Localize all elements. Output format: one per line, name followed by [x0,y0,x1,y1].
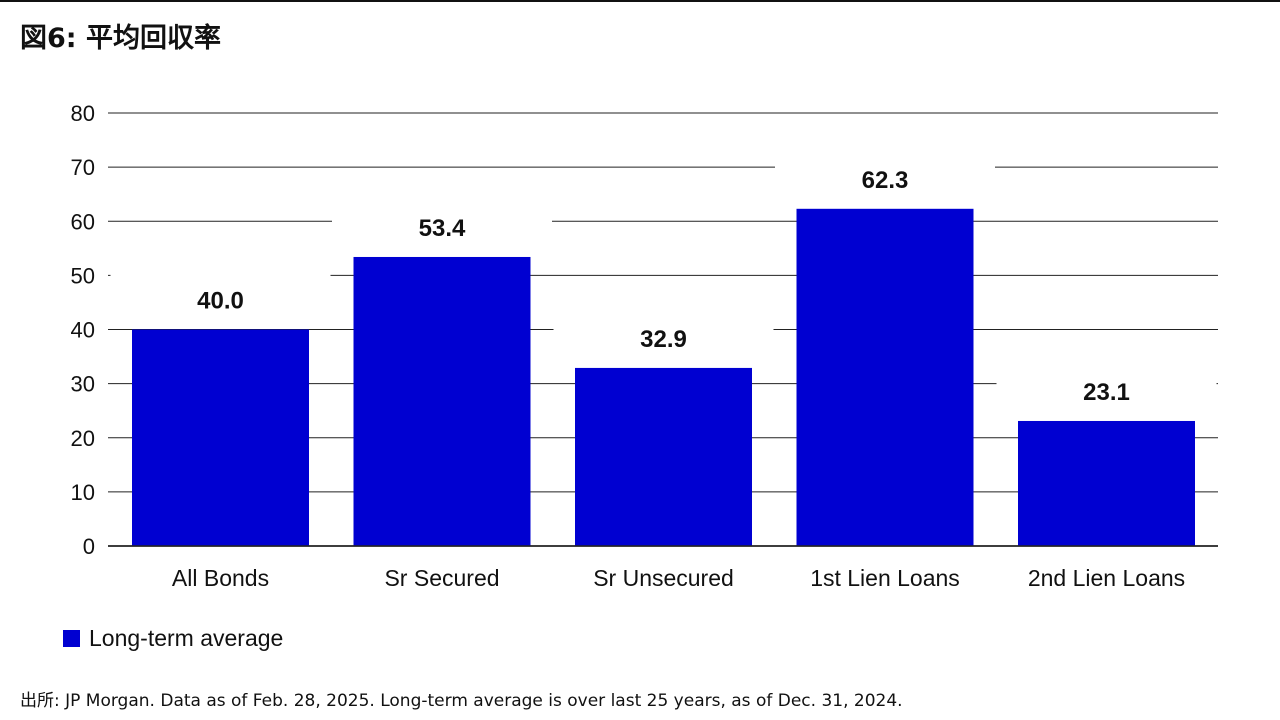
y-tick-label: 30 [71,372,95,397]
top-rule [0,0,1280,2]
y-tick-label: 80 [71,101,95,126]
bar [353,256,531,546]
x-tick-label: All Bonds [172,565,269,591]
label-backdrop [332,200,552,253]
bar [575,367,752,546]
bar [132,329,309,546]
chart-title: 図6: 平均回収率 [20,23,221,54]
label-backdrop [110,273,331,326]
data-label: 40.0 [197,288,244,315]
label-backdrop [553,311,774,364]
x-tick-label: 2nd Lien Loans [1028,565,1185,591]
y-tick-label: 40 [71,318,95,343]
label-backdrop [996,364,1217,417]
legend-swatch [63,629,80,647]
y-tick-label: 60 [71,209,95,234]
bar-chart: 0 10 20 30 40 50 60 70 80 40.0 All Bonds 53.4 Sr Sec… [71,101,1218,591]
label-backdrop [775,152,995,205]
data-label: 23.1 [1083,379,1130,406]
data-label: 53.4 [419,215,466,242]
x-tick-label: Sr Unsecured [593,565,734,591]
x-tick-label: 1st Lien Loans [810,565,960,591]
y-tick-label: 20 [71,426,95,451]
legend: Long-term average [63,624,283,652]
x-tick-label: Sr Secured [384,565,499,591]
y-tick-label: 70 [71,155,95,180]
legend-label: Long-term average [89,624,284,651]
source-note: 出所: JP Morgan. Data as of Feb. 28, 2025.… [20,691,903,711]
bar [1018,420,1195,546]
y-tick-label: 10 [71,480,95,505]
data-label: 62.3 [862,167,909,194]
y-tick-label: 0 [83,534,95,559]
data-label: 32.9 [640,326,687,353]
bar [796,208,974,546]
y-tick-label: 50 [71,263,95,288]
